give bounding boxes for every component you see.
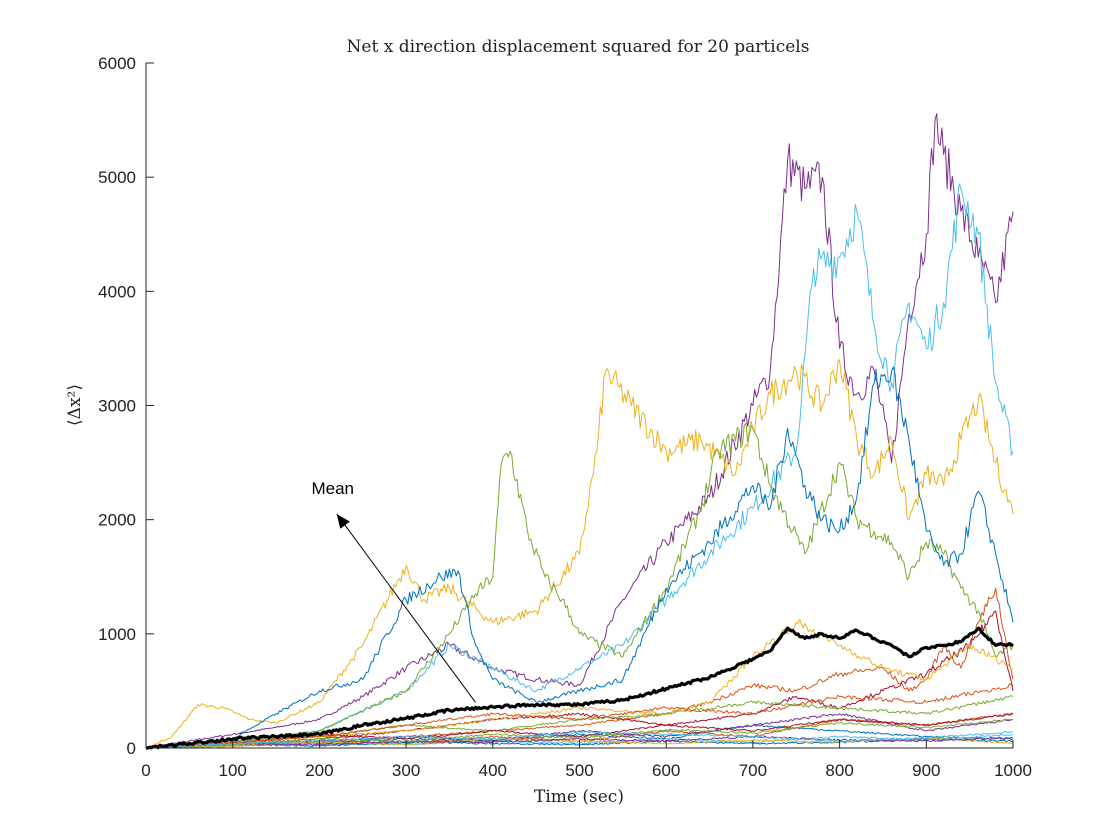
annotation-arrow-head [336, 513, 350, 529]
x-axis-label: Time (sec) [534, 787, 624, 807]
x-tick-label: 300 [392, 761, 420, 780]
y-tick-label: 6000 [98, 54, 136, 73]
y-tick-label: 3000 [98, 397, 136, 416]
y-tick-label: 4000 [98, 282, 136, 301]
series-line-2 [145, 183, 1014, 749]
x-tick-label: 500 [565, 761, 593, 780]
plot-area [145, 113, 1014, 750]
series-line-1 [146, 113, 1014, 749]
y-tick-label: 5000 [98, 168, 136, 187]
series-line-14 [145, 712, 1014, 749]
x-tick-label: 800 [825, 761, 853, 780]
x-tick-label: 400 [479, 761, 507, 780]
series-line-19 [145, 718, 1014, 749]
x-tick-label: 700 [739, 761, 767, 780]
series-line-4 [146, 422, 1014, 749]
y-tick-label: 0 [127, 739, 136, 758]
x-tick-label: 0 [141, 761, 150, 780]
x-tick-label: 200 [305, 761, 333, 780]
annotation-arrow-line [336, 513, 476, 703]
annotations: Mean [311, 479, 476, 703]
series-line-20 [145, 730, 1013, 749]
annotation-mean-label: Mean [311, 479, 354, 498]
series-line-10 [146, 619, 1014, 749]
series-line-16 [145, 683, 1014, 749]
y-axis-label: ⟨Δx²⟩ [65, 384, 85, 426]
y-tick-label: 1000 [98, 625, 136, 644]
series-line-3 [145, 359, 1014, 749]
x-tick-label: 900 [912, 761, 940, 780]
y-tick-label: 2000 [98, 511, 136, 530]
x-tick-label: 100 [219, 761, 247, 780]
x-tick-label: 600 [652, 761, 680, 780]
series-line-mean [146, 626, 1014, 750]
x-tick-label: 1000 [994, 761, 1032, 780]
axis-ticks: 0 100 200 300 400 500 600 700 800 900 1000 0 1000 200… [98, 54, 1032, 780]
series-line-5 [146, 366, 1014, 749]
chart-title: Net x direction displacement squared for… [347, 37, 810, 57]
